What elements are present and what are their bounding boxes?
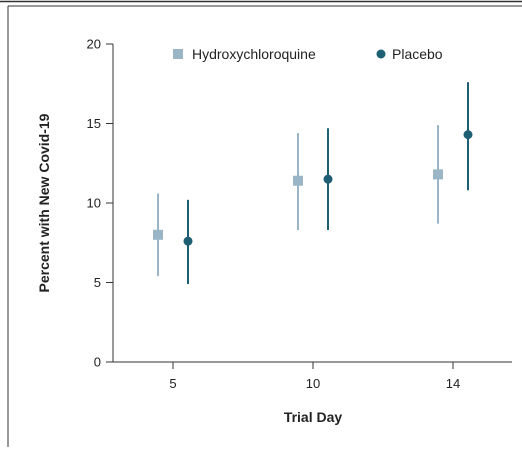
hydroxychloroquine-point-day-10: [293, 175, 303, 186]
hydroxychloroquine-point-day-5: [153, 229, 163, 240]
x-tick-label-10: 10: [306, 376, 320, 391]
hydroxychloroquine-point-day-14: [433, 169, 443, 180]
y-tick-label-15: 15: [87, 116, 101, 131]
y-axis-title: Percent with New Covid-19: [36, 113, 52, 292]
placebo-point-day-10: [323, 174, 333, 184]
placebo-point-day-14: [463, 130, 473, 140]
x-axis-title: Trial Day: [284, 409, 343, 425]
y-tick-label-10: 10: [87, 196, 101, 211]
x-tick-label-14: 14: [446, 376, 460, 391]
y-tick-label-0: 0: [94, 355, 101, 370]
y-tick-label-20: 20: [87, 37, 101, 52]
x-tick-label-5: 5: [169, 376, 176, 391]
placebo-point-day-5: [183, 236, 193, 246]
legend-marker-hydroxychloroquine: [173, 49, 183, 59]
legend-label-hydroxychloroquine: Hydroxychloroquine: [192, 46, 316, 62]
legend-label-placebo: Placebo: [392, 46, 443, 62]
y-tick-label-5: 5: [94, 275, 101, 290]
legend-marker-placebo: [376, 49, 386, 59]
